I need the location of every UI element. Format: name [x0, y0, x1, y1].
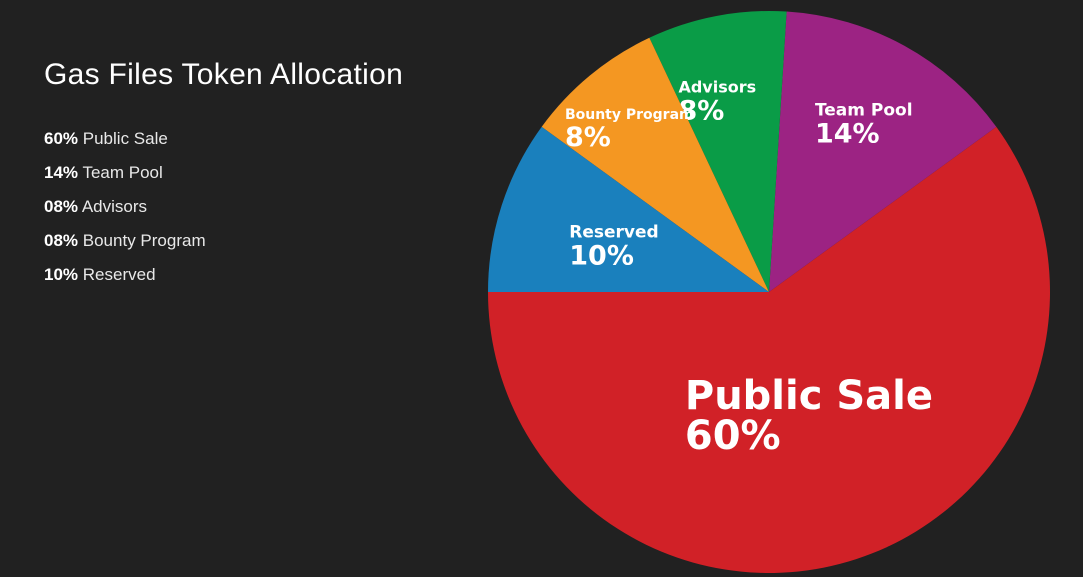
slice-name-label: Reserved: [569, 223, 658, 243]
legend-item-team-pool: 14% Team Pool: [44, 162, 206, 196]
legend-label: Public Sale: [82, 129, 168, 148]
pie-slice-public-sale: [488, 126, 1050, 573]
legend-label: Reserved: [82, 265, 156, 284]
legend-item-bounty-program: 08% Bounty Program: [44, 230, 206, 264]
slice-percent-label: 10%: [569, 241, 634, 272]
pie-slice-bounty-program: [541, 37, 769, 293]
pie-slice-reserved: [488, 126, 769, 293]
legend-item-advisors: 08% Advisors: [44, 196, 206, 230]
legend-item-public-sale: 60% Public Sale: [44, 128, 206, 162]
slice-name-label: Advisors: [678, 77, 756, 96]
legend-label: Team Pool: [82, 163, 163, 182]
legend-pct: 08%: [44, 231, 79, 250]
slice-percent-label: 8%: [565, 122, 611, 153]
slice-name-label: Public Sale: [685, 373, 933, 419]
legend-pct: 08%: [44, 197, 79, 216]
slice-percent-label: 14%: [815, 119, 880, 150]
legend-pct: 14%: [44, 163, 79, 182]
slice-name-label: Team Pool: [815, 101, 913, 121]
legend-item-reserved: 10% Reserved: [44, 264, 206, 298]
legend: 60% Public Sale 14% Team Pool 08% Adviso…: [44, 128, 206, 298]
legend-label: Bounty Program: [82, 231, 206, 250]
legend-pct: 60%: [44, 129, 79, 148]
legend-pct: 10%: [44, 265, 79, 284]
chart-title: Gas Files Token Allocation: [44, 58, 404, 91]
slice-name-label: Bounty Program: [565, 107, 694, 123]
pie-slice-advisors: [649, 10, 787, 292]
legend-label: Advisors: [81, 197, 148, 216]
slice-percent-label: 60%: [685, 413, 781, 459]
pie-slice-team-pool: [769, 11, 997, 292]
